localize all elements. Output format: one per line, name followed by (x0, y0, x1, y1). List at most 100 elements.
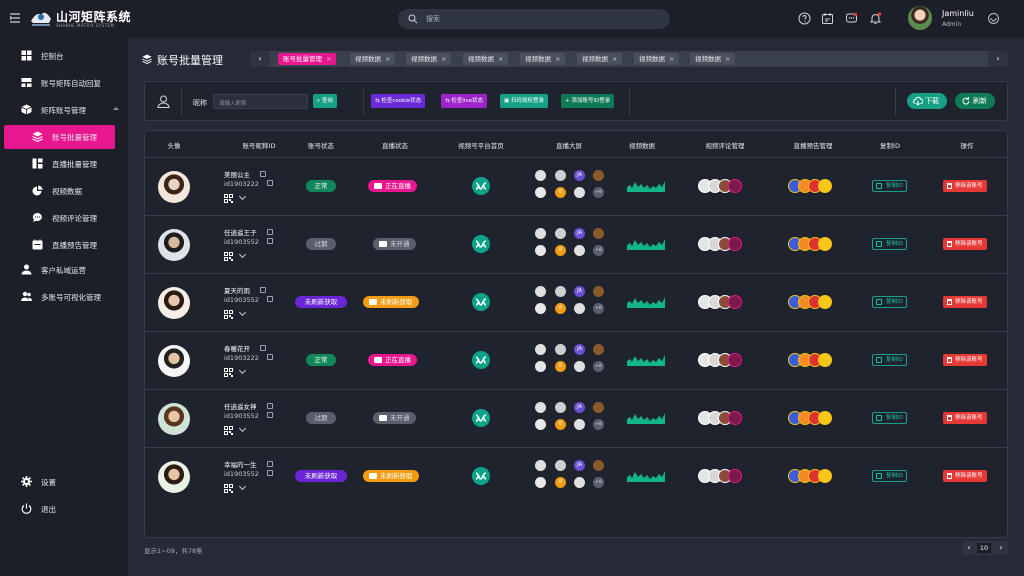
page-number[interactable]: 10 (977, 543, 991, 553)
tab-video-data[interactable]: 视频数据 × (350, 53, 396, 65)
tab-video-data[interactable]: 视频数据 × (463, 53, 509, 65)
qrcode-icon[interactable] (224, 368, 233, 377)
copy-id-button[interactable]: 复制ID (872, 180, 907, 192)
comment-avatars[interactable] (698, 351, 754, 367)
preview-avatars[interactable] (788, 409, 844, 425)
live-screen-avatars[interactable]: JA 8 +8 (535, 228, 605, 262)
live-screen-avatars[interactable]: JA 8 +9 (535, 460, 605, 494)
close-icon[interactable]: × (669, 55, 675, 63)
qrcode-icon[interactable] (224, 484, 233, 493)
preview-avatars[interactable] (788, 177, 844, 193)
remove-account-button[interactable]: 移除该账号 (943, 180, 987, 192)
chevron-down-icon[interactable] (238, 250, 247, 259)
copy-id-button[interactable]: 复制ID (872, 412, 907, 424)
channels-logo-icon[interactable] (472, 293, 490, 311)
tab-video-data[interactable]: 视频数据 × (577, 53, 623, 65)
sidebar-item-settings[interactable]: 设置 (0, 470, 128, 494)
sidebar-item-batch-live[interactable]: 直播批量管理 (0, 152, 128, 176)
close-icon[interactable]: × (326, 55, 332, 63)
copy-icon[interactable] (266, 403, 273, 409)
refresh-button[interactable]: 刷新 (955, 93, 995, 109)
video-data-sparkline[interactable] (627, 178, 665, 192)
live-screen-avatars[interactable]: JA 8 +8 (535, 344, 605, 378)
copy-icon[interactable] (266, 412, 273, 418)
remove-account-button[interactable]: 移除该账号 (943, 412, 987, 424)
chevron-down-icon[interactable] (988, 13, 999, 24)
comment-avatars[interactable] (698, 293, 754, 309)
video-data-sparkline[interactable] (627, 352, 665, 366)
qrcode-icon[interactable] (224, 310, 233, 319)
copy-icon[interactable] (266, 470, 273, 476)
calendar-icon[interactable] (821, 12, 834, 25)
remove-account-button[interactable]: 移除该账号 (943, 296, 987, 308)
comment-avatars[interactable] (698, 409, 754, 425)
tab-scroll-right-button[interactable]: › (988, 51, 1008, 67)
sidebar-item-video-comments[interactable]: 视频评论管理 (0, 206, 128, 230)
close-icon[interactable]: × (612, 55, 618, 63)
sidebar-item-multi-account[interactable]: 多账号可视化管理 (0, 285, 128, 309)
close-icon[interactable]: × (441, 55, 447, 63)
sidebar-item-logout[interactable]: 退出 (0, 497, 128, 521)
live-screen-avatars[interactable]: JA 8 +8 (535, 402, 605, 436)
sidebar-item-private-domain[interactable]: 客户私域运营 (0, 258, 128, 282)
chevron-down-icon[interactable] (238, 482, 247, 491)
next-page-button[interactable]: › (999, 543, 1003, 552)
close-icon[interactable]: × (385, 55, 391, 63)
preview-avatars[interactable] (788, 235, 844, 251)
copy-icon[interactable] (266, 296, 273, 302)
copy-icon[interactable] (260, 287, 267, 293)
prev-page-button[interactable]: ‹ (967, 543, 971, 552)
scan-login-button[interactable]: ▣ 扫码授权登录 (500, 94, 548, 108)
close-icon[interactable]: × (555, 55, 561, 63)
nickname-input[interactable]: 请输入昵称 (213, 94, 308, 109)
copy-icon[interactable] (260, 171, 267, 177)
copy-icon[interactable] (266, 229, 273, 235)
copy-icon[interactable] (266, 354, 273, 360)
check-live-button[interactable]: ⇆ 检查live状态 (441, 94, 488, 108)
remove-account-button[interactable]: 移除该账号 (943, 238, 987, 250)
copy-icon[interactable] (266, 180, 273, 186)
search-input[interactable]: 搜索 (398, 9, 670, 29)
comment-avatars[interactable] (698, 177, 754, 193)
tab-video-data[interactable]: 视频数据 × (690, 53, 736, 65)
video-data-sparkline[interactable] (627, 468, 665, 482)
help-icon[interactable] (798, 12, 811, 25)
download-button[interactable]: 下载 (907, 93, 947, 109)
tab-account-batch[interactable]: 账号批量管理 × (278, 53, 337, 65)
copy-id-button[interactable]: 复制ID (872, 470, 907, 482)
copy-id-button[interactable]: 复制ID (872, 354, 907, 366)
sidebar-item-matrix-accounts[interactable]: 矩阵账号管理 (0, 98, 128, 122)
chevron-down-icon[interactable] (238, 192, 247, 201)
avatar[interactable] (908, 6, 932, 30)
channels-logo-icon[interactable] (472, 177, 490, 195)
preview-avatars[interactable] (788, 351, 844, 367)
channels-logo-icon[interactable] (472, 351, 490, 369)
copy-icon[interactable] (260, 345, 267, 351)
check-cookie-button[interactable]: ⇆ 检查cookie状态 (371, 94, 426, 108)
chevron-down-icon[interactable] (238, 308, 247, 317)
message-icon[interactable] (845, 12, 858, 25)
menu-toggle-icon[interactable] (9, 12, 21, 24)
tab-video-data[interactable]: 视频数据 × (634, 53, 680, 65)
comment-avatars[interactable] (698, 467, 754, 483)
add-account-button[interactable]: + 添加账号ID登录 (561, 94, 615, 108)
video-data-sparkline[interactable] (627, 294, 665, 308)
qrcode-icon[interactable] (224, 194, 233, 203)
remove-account-button[interactable]: 移除该账号 (943, 354, 987, 366)
copy-id-button[interactable]: 复制ID (872, 238, 907, 250)
close-icon[interactable]: × (725, 55, 731, 63)
chevron-down-icon[interactable] (238, 366, 247, 375)
copy-icon[interactable] (266, 238, 273, 244)
copy-icon[interactable] (266, 461, 273, 467)
live-screen-avatars[interactable]: JA 8 +9 (535, 170, 605, 204)
qrcode-icon[interactable] (224, 252, 233, 261)
channels-logo-icon[interactable] (472, 467, 490, 485)
preview-avatars[interactable] (788, 467, 844, 483)
qrcode-icon[interactable] (224, 426, 233, 435)
tab-scroll-left-button[interactable]: ‹ (250, 51, 270, 67)
copy-id-button[interactable]: 复制ID (872, 296, 907, 308)
sidebar-item-video-data[interactable]: 视频数据 (0, 179, 128, 203)
preview-avatars[interactable] (788, 293, 844, 309)
sidebar-item-autoreply[interactable]: 账号矩阵自动回复 (0, 71, 128, 95)
query-button[interactable]: ⌕ 查询 (313, 94, 337, 108)
